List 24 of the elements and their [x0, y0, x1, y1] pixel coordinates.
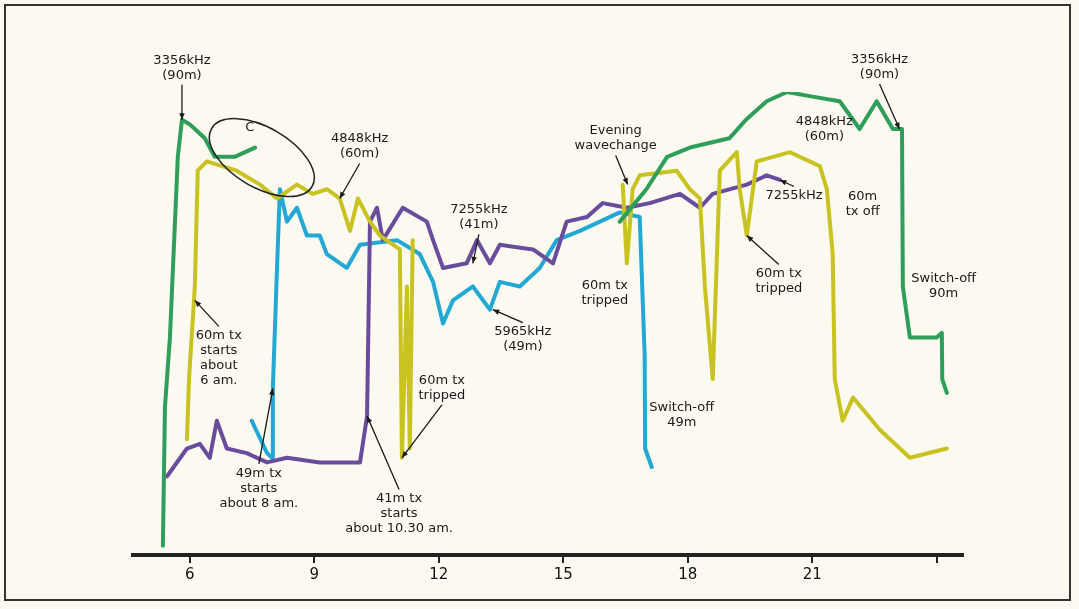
annotation: C — [245, 118, 255, 134]
annotation: Evening wavechange — [574, 122, 657, 153]
annotation: 60m tx tripped — [418, 371, 466, 402]
annotation: 5965kHz (49m) — [494, 323, 552, 354]
x-tick-label: 21 — [802, 564, 822, 583]
x-tick-label: 15 — [553, 564, 573, 583]
annotation: 3356kHz (90m) — [850, 50, 909, 81]
annotation: Switch-off 90m — [911, 270, 978, 301]
annotation: 49m tx starts about 8 am. — [219, 464, 299, 510]
annotation: 7255kHz (41m) — [450, 201, 508, 232]
x-tick-label: 6 — [185, 564, 195, 583]
annotation: 4848kHz (60m) — [331, 130, 389, 161]
annotation: Switch-off 49m — [649, 398, 716, 429]
annotation: 60m tx tripped — [755, 265, 803, 296]
x-tick-label: 12 — [429, 564, 449, 583]
x-tick-label: 9 — [309, 564, 320, 583]
annotation: 60m tx starts about 6 am. — [195, 327, 243, 388]
annotation: 7255kHz — [765, 187, 823, 203]
annotation: 3356kHz (90m) — [153, 51, 211, 82]
annotation: 60m tx off — [845, 187, 881, 218]
annotation: 60m tx tripped — [581, 277, 629, 308]
annotation: 4848kHz (60m) — [795, 113, 854, 144]
annotation: 41m tx starts about 10.30 am. — [345, 490, 453, 536]
x-tick-label: 18 — [678, 564, 698, 583]
